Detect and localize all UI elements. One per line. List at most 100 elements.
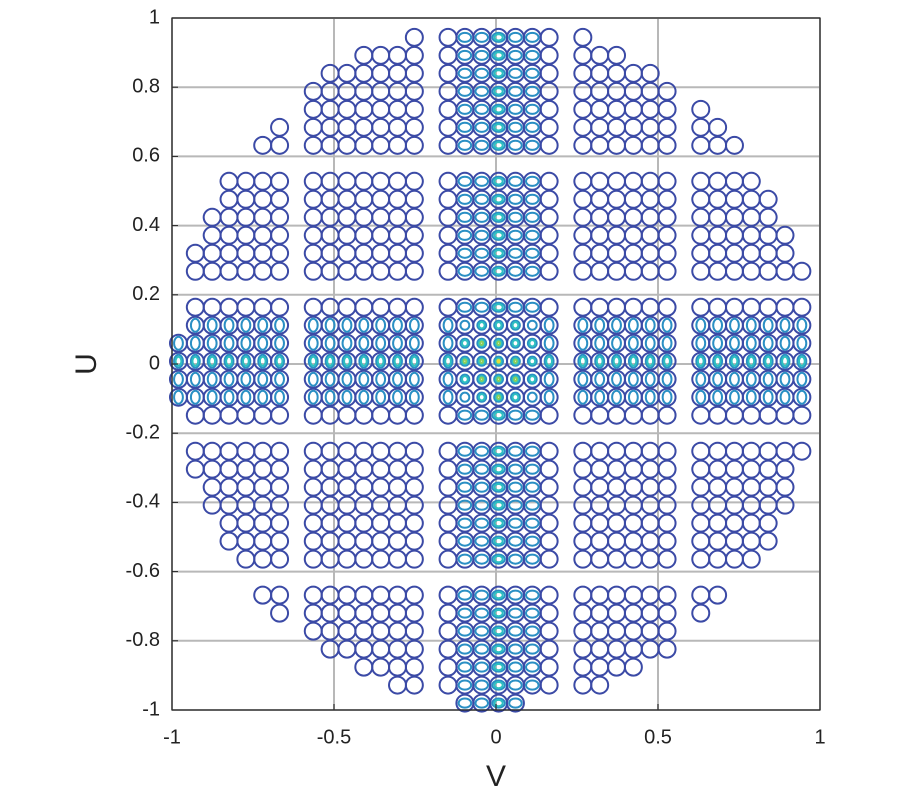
contour-line	[474, 697, 490, 709]
contour-line	[644, 353, 656, 369]
contour-line	[477, 339, 486, 348]
contour-line	[474, 31, 490, 43]
contour-line	[627, 353, 639, 369]
contour-line	[474, 535, 490, 547]
contour-line	[257, 353, 269, 369]
contour-line	[511, 357, 520, 366]
contour-line	[457, 481, 473, 493]
contour-line	[510, 337, 521, 349]
y-tick-label: -0.6	[126, 560, 160, 582]
contour-line	[208, 355, 217, 367]
contour-line	[257, 317, 269, 333]
contour-line	[491, 625, 506, 637]
contour-line	[491, 85, 506, 97]
contour-line	[493, 644, 504, 654]
contour-line	[491, 121, 506, 133]
contour-line	[508, 121, 523, 133]
contour-line	[524, 121, 540, 133]
contour-line	[457, 607, 473, 619]
contour-line	[257, 371, 269, 387]
contour-line	[513, 358, 518, 364]
contour-line	[657, 81, 677, 101]
contour-line	[496, 376, 501, 382]
contour-line	[508, 445, 523, 457]
contour-line	[577, 317, 589, 333]
contour-line	[779, 353, 791, 369]
contour-line	[309, 355, 318, 367]
contour-line	[508, 31, 523, 43]
x-tick-label: 0.5	[644, 726, 672, 748]
contour-line	[496, 394, 501, 400]
contour-line	[457, 103, 473, 115]
contour-line	[474, 409, 490, 421]
contour-line	[324, 353, 336, 369]
contour-line	[493, 373, 505, 385]
contour-line	[493, 662, 504, 672]
contour-line	[324, 389, 336, 405]
contour-line	[493, 123, 504, 132]
contour-line	[661, 335, 673, 351]
contour-line	[493, 69, 504, 78]
contour-line	[493, 231, 504, 240]
x-tick-label: 1	[814, 726, 825, 748]
contour-line	[508, 247, 523, 259]
contour-line	[627, 371, 639, 387]
contour-line	[493, 195, 504, 204]
contour-line	[493, 141, 504, 150]
contour-line	[663, 355, 671, 367]
contour-line	[404, 171, 424, 191]
contour-line	[747, 355, 756, 367]
contour-line	[491, 535, 506, 547]
contour-line	[474, 625, 490, 637]
contour-line	[404, 297, 424, 317]
contour-line	[358, 335, 370, 351]
contour-line	[479, 358, 485, 364]
contour-line	[508, 229, 523, 241]
contour-line	[611, 317, 622, 333]
contour-line	[712, 317, 724, 333]
contour-line	[476, 391, 488, 403]
y-tick-label: 0	[149, 352, 160, 374]
contour-line	[474, 607, 490, 619]
contour-line	[493, 213, 504, 222]
contour-line	[404, 585, 424, 605]
contour-line	[524, 535, 540, 547]
contour-line	[758, 189, 778, 209]
contour-line	[729, 353, 740, 369]
contour-line	[573, 27, 593, 47]
contour-line	[408, 389, 420, 405]
contour-line	[442, 371, 454, 387]
contour-line	[493, 177, 504, 186]
contour-line	[493, 501, 504, 510]
contour-line	[491, 211, 506, 223]
contour-line	[539, 441, 559, 461]
contour-line	[491, 589, 506, 601]
contour-line	[408, 353, 420, 369]
contour-line	[491, 247, 506, 259]
contour-line	[307, 317, 319, 333]
contour-line	[775, 225, 795, 245]
contour-line	[392, 389, 403, 405]
contour-line	[189, 335, 201, 351]
contour-line	[307, 389, 319, 405]
contour-line	[493, 608, 504, 618]
contour-line	[474, 139, 490, 151]
contour-line	[191, 355, 200, 367]
contour-line	[457, 445, 473, 457]
contour-line	[223, 389, 235, 405]
contour-line	[341, 389, 353, 405]
contour-line	[270, 585, 290, 605]
contour-line	[524, 607, 540, 619]
contour-line	[474, 265, 490, 277]
contour-line	[657, 297, 677, 317]
contour-line	[457, 121, 473, 133]
contour-line	[493, 680, 504, 690]
contour-line	[474, 211, 490, 223]
x-tick-label: 0	[490, 726, 501, 748]
contour-line	[462, 358, 468, 364]
contour-line	[459, 337, 471, 349]
contour-line	[206, 371, 218, 387]
contour-line	[627, 317, 639, 333]
contour-line	[270, 171, 290, 191]
contour-line	[474, 175, 490, 187]
